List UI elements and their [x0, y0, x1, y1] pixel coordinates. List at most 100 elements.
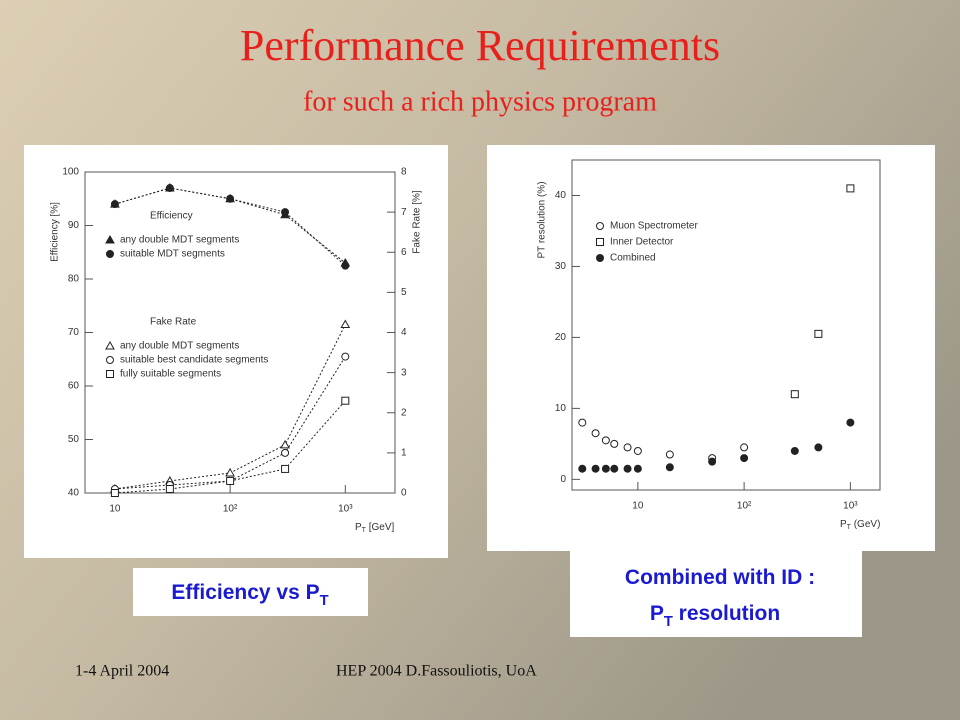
y-tick-label: 0	[560, 474, 566, 485]
y2-tick-label: 6	[401, 247, 407, 258]
y-axis-label: Efficiency [%]	[50, 202, 61, 262]
marker	[110, 489, 119, 497]
y-axis-label: PT resolution (%)	[537, 181, 548, 258]
chart-panel	[24, 145, 448, 558]
marker	[341, 352, 350, 361]
x-axis-label-part: [GeV]	[366, 522, 395, 533]
legend-label: Inner Detector	[610, 237, 674, 248]
marker	[665, 463, 674, 472]
legend-label: suitable MDT segments	[120, 249, 225, 260]
marker	[578, 464, 587, 473]
y-tick-label: 40	[68, 488, 80, 499]
marker	[814, 329, 823, 338]
x-axis-label-part: P	[355, 522, 362, 533]
y2-tick-label: 4	[401, 327, 407, 338]
legend-marker	[106, 356, 114, 364]
marker	[601, 464, 610, 473]
y-tick-label: 30	[555, 261, 567, 272]
marker	[226, 194, 235, 203]
x-axis-label: PT (GeV)	[840, 519, 880, 532]
marker	[790, 390, 799, 399]
caption: PT resolution	[650, 602, 780, 630]
y2-tick-label: 2	[401, 407, 407, 418]
caption-part: T	[320, 593, 329, 609]
x-tick-label: 10³	[338, 504, 353, 515]
marker	[846, 418, 855, 427]
legend-label: any double MDT segments	[120, 235, 239, 246]
marker	[165, 484, 174, 493]
marker	[591, 429, 600, 438]
marker	[623, 464, 632, 473]
y2-tick-label: 8	[401, 167, 407, 178]
marker	[740, 454, 749, 463]
marker	[591, 464, 600, 473]
y2-axis-label: Fake Rate [%]	[412, 190, 423, 254]
caption: Combined with ID :	[625, 566, 815, 589]
series-line	[114, 187, 346, 266]
marker	[281, 464, 290, 473]
marker	[601, 436, 610, 445]
legend-label: Muon Spectrometer	[610, 221, 698, 232]
legend-label: fully suitable segments	[120, 369, 221, 380]
marker	[623, 443, 632, 452]
y-tick-label: 100	[62, 167, 79, 178]
y-tick-label: 10	[555, 403, 567, 414]
x-axis-label-part: P	[840, 519, 847, 530]
y-tick-label: 70	[68, 327, 80, 338]
legend-label: Combined	[610, 253, 656, 264]
legend-marker	[105, 234, 115, 244]
caption-part: Efficiency vs P	[171, 581, 319, 604]
caption-part: resolution	[673, 602, 780, 625]
marker	[280, 439, 290, 449]
caption: Efficiency vs PT	[171, 581, 328, 609]
footer-date: 1-4 April 2004	[75, 663, 169, 680]
chart-panel	[487, 145, 935, 551]
legend-title: Fake Rate	[150, 317, 197, 328]
marker	[226, 476, 235, 485]
marker	[340, 319, 351, 328]
caption-box	[570, 551, 862, 637]
marker	[578, 418, 587, 427]
legend-marker	[106, 250, 114, 258]
legend-marker	[596, 238, 604, 246]
x-tick-label: 10	[632, 501, 644, 512]
marker	[165, 184, 174, 193]
legend-label: suitable best candidate segments	[120, 355, 268, 366]
y-tick-label: 60	[68, 381, 80, 392]
x-tick-label: 10³	[843, 501, 858, 512]
footer-author: HEP 2004 D.Fassouliotis, UoA	[336, 663, 537, 680]
y2-tick-label: 5	[401, 287, 407, 298]
marker	[225, 467, 235, 477]
caption-part: Combined with ID :	[625, 566, 815, 589]
marker	[341, 261, 350, 270]
x-tick-label: 10²	[223, 504, 238, 515]
y2-tick-label: 1	[401, 448, 407, 459]
slide-title: Performance Requirements	[240, 21, 720, 70]
legend-marker	[596, 222, 604, 230]
marker	[846, 184, 855, 193]
y2-tick-label: 7	[401, 207, 407, 218]
legend-marker	[105, 340, 115, 350]
plot-frame	[571, 159, 881, 491]
slide-subtitle: for such a rich physics program	[303, 86, 657, 117]
legend-marker	[106, 370, 114, 378]
caption-part: P	[650, 602, 664, 625]
marker	[281, 208, 290, 217]
legend-title: Efficiency	[150, 211, 193, 222]
series-line	[114, 356, 346, 490]
x-tick-label: 10²	[737, 501, 752, 512]
x-axis-label-part: T	[847, 524, 852, 531]
legend-label: any double MDT segments	[120, 341, 239, 352]
marker	[633, 464, 642, 473]
marker	[281, 448, 290, 457]
marker	[610, 439, 619, 448]
caption-box	[133, 568, 368, 616]
caption-part: T	[664, 614, 673, 630]
marker	[814, 443, 823, 452]
x-axis-label: PT [GeV]	[355, 522, 395, 535]
y-tick-label: 80	[68, 274, 80, 285]
x-axis-label-part: (GeV)	[851, 519, 880, 530]
